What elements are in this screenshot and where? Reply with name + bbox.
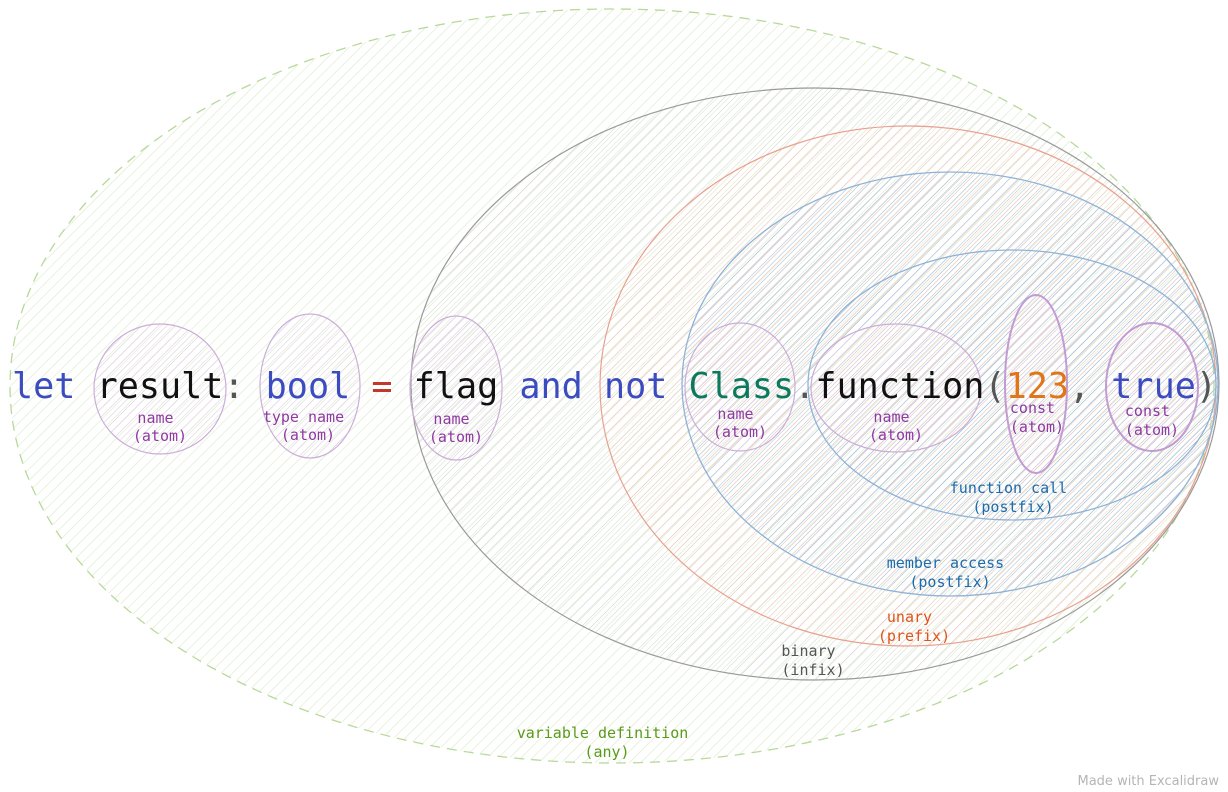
code-token: not: [604, 366, 667, 407]
region-unary-label: unary (prefix): [878, 608, 950, 645]
code-token: ,: [1069, 366, 1090, 407]
atom-num-label: const (atom): [1010, 399, 1064, 436]
code-token: =: [371, 366, 392, 407]
code-token: true: [1111, 366, 1196, 407]
region-binary-label: binary (infix): [781, 642, 844, 679]
atom-class: [684, 322, 796, 452]
code-token: [667, 366, 688, 407]
code-token: let: [12, 366, 75, 407]
atom-true-label: const (atom): [1125, 402, 1179, 439]
atom-result-label: name (atom): [133, 409, 187, 445]
code-token: 123: [1006, 366, 1069, 407]
code-line: let result: bool = flag and not Class.fu…: [12, 366, 1217, 407]
region-variable-definition-label: variable definition (any): [517, 724, 698, 761]
atom-bool: [259, 313, 361, 459]
atom-result: [93, 323, 227, 455]
atom-bool-label: type name (atom): [263, 408, 353, 444]
atom-flag-label: name (atom): [429, 410, 483, 446]
code-token: ): [1196, 366, 1217, 407]
watermark: Made with Excalidraw: [1078, 774, 1220, 789]
code-token: [393, 366, 414, 407]
atom-class-label: name (atom): [713, 405, 767, 441]
code-token: function: [815, 366, 984, 407]
code-token: result: [97, 366, 224, 407]
code-token: :: [223, 366, 244, 407]
atom-flag: [409, 315, 503, 461]
code-token: (: [984, 366, 1005, 407]
code-token: bool: [266, 366, 351, 407]
code-token: .: [794, 366, 815, 407]
atom-true: [1105, 322, 1199, 452]
code-token: [75, 366, 96, 407]
region-function-call-label: function call (postfix): [950, 479, 1076, 516]
code-token: [1090, 366, 1111, 407]
atom-function-label: name (atom): [869, 408, 923, 444]
code-token: flag: [414, 366, 499, 407]
atom-function: [810, 323, 982, 453]
code-token: [350, 366, 371, 407]
code-token: [245, 366, 266, 407]
atom-num: [1004, 294, 1068, 474]
region-member-access-label: member access (postfix): [887, 554, 1013, 591]
code-token: [583, 366, 604, 407]
code-token: Class: [689, 366, 795, 407]
code-token: [498, 366, 519, 407]
code-token: and: [519, 366, 582, 407]
